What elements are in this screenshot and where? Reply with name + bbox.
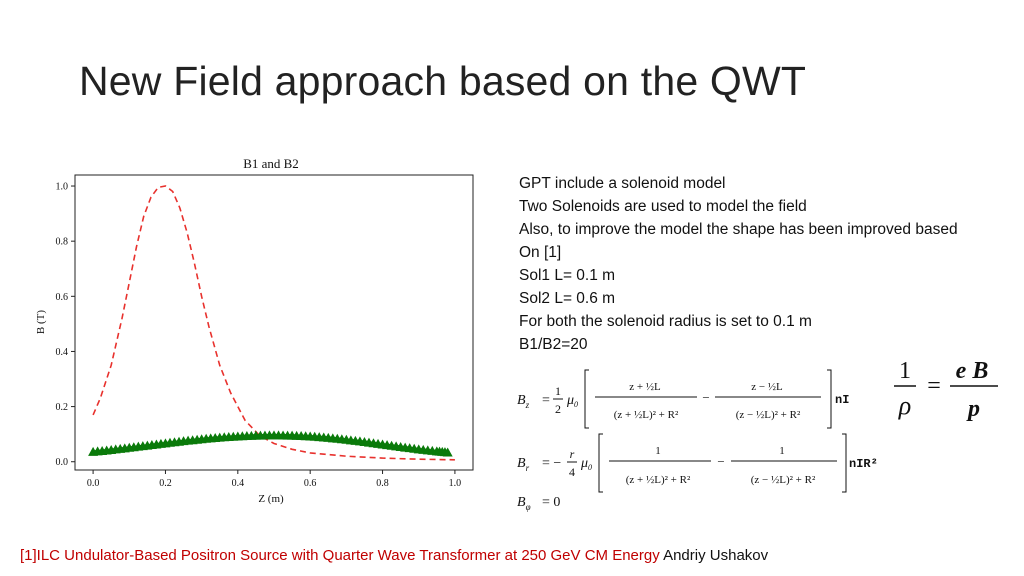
br-mu-sub: 0 [588, 463, 592, 472]
svg-text:μ0: μ0 [580, 456, 592, 472]
rho-numerator: 1 [899, 358, 911, 384]
bz-mu: μ [566, 393, 574, 408]
bz-subscript: z [525, 400, 530, 410]
series-group [88, 185, 455, 461]
br-minus: − [717, 454, 724, 469]
x-tick-label: 1.0 [449, 478, 462, 489]
series-marker-b2 [336, 434, 347, 444]
reference-text: [1]ILC Undulator-Based Positron Source w… [20, 547, 660, 564]
series-marker-b2 [282, 430, 293, 440]
svg-text:e B: e B [956, 358, 989, 384]
series-marker-b2 [228, 431, 239, 441]
y-tick-label: 0.2 [56, 402, 69, 413]
y-tick-label: 0.8 [56, 237, 69, 248]
rho-symbol: ρ [898, 391, 911, 420]
info-line: For both the solenoid radius is set to 0… [519, 313, 812, 330]
svg-text:=: = [542, 393, 550, 408]
br-mu: μ [580, 456, 588, 471]
y-axis-label: B (T) [35, 310, 47, 334]
x-tick-label: 0.8 [376, 478, 389, 489]
bz-symbol: B [517, 393, 526, 408]
b-field-chart: B1 and B2 0.0 0.2 0.4 0.6 0.8 1.0 0.0 0.2 0.4 0.6… [35, 156, 474, 505]
info-line: Also, to improve the model the shape has… [519, 221, 958, 238]
x-tick-label: 0.4 [232, 478, 245, 489]
info-line: Two Solenoids are used to model the fiel… [519, 198, 807, 215]
info-line: GPT include a solenoid model [519, 175, 726, 192]
curvature-equation: 1 ρ = e B p [894, 358, 998, 422]
series-marker-b2 [137, 441, 148, 451]
br-suffix: nIR² [849, 457, 878, 471]
br-numerator-1: 1 [655, 445, 661, 457]
info-line: Sol1 L= 0.1 m [519, 267, 616, 284]
svg-text:Bz: Bz [517, 393, 530, 410]
br-four: 4 [569, 465, 575, 479]
x-tick-label: 0.2 [159, 478, 172, 489]
chart-title: B1 and B2 [243, 156, 299, 171]
bphi-symbol: B [517, 495, 526, 510]
y-tick-label: 1.0 [56, 182, 69, 193]
br-subscript: r [526, 463, 530, 473]
series-marker-b2 [246, 430, 257, 440]
series-marker-b2 [192, 434, 203, 444]
axis-ticks: 0.0 0.2 0.4 0.6 0.8 1.0 0.0 0.2 0.4 0.6 0.8 1.0 [56, 182, 462, 489]
series-marker-b2 [427, 445, 438, 455]
series-marker-b2 [155, 438, 166, 448]
bz-denominator-2: (z − ½L)² + R² [736, 409, 801, 421]
bz-minus: − [702, 390, 709, 405]
momentum-symbol: p [966, 396, 980, 422]
bphi-rhs: = 0 [542, 495, 560, 510]
bz-numerator-2: z − ½L [751, 381, 783, 393]
y-tick-label: 0.0 [56, 457, 69, 468]
x-tick-label: 0.6 [304, 478, 317, 489]
series-line-b1 [92, 185, 455, 461]
series-marker-b2 [264, 430, 275, 440]
bz-mu-sub: 0 [574, 400, 578, 409]
equation-bz: Bz = 1 2 μ0 z + ½L (z + ½L)² + R² − z − … [517, 369, 849, 429]
series-marker-b2 [174, 436, 185, 446]
reference-author: Andriy Ushakov [663, 547, 769, 564]
series-marker-b2 [439, 447, 450, 457]
info-line: B1/B2=20 [519, 336, 588, 353]
x-tick-label: 0.0 [87, 478, 100, 489]
footer-reference: [1]ILC Undulator-Based Positron Source w… [20, 547, 768, 564]
info-line: Sol2 L= 0.6 m [519, 290, 616, 307]
info-line: On [1] [519, 244, 562, 261]
bz-suffix: nI [835, 393, 849, 407]
br-symbol: B [517, 456, 526, 471]
rho-equals: = [927, 373, 941, 399]
bz-numerator-1: z + ½L [629, 381, 661, 393]
series-marker-b2 [391, 441, 402, 451]
series-marker-b2 [210, 432, 221, 442]
br-denominator-2: (z − ½L)² + R² [751, 474, 816, 486]
svg-text:μ0: μ0 [566, 393, 578, 409]
equation-bphi: Bφ = 0 [517, 495, 560, 512]
br-denominator-1: (z + ½L)² + R² [626, 474, 691, 486]
br-r: r [570, 447, 575, 461]
series-marker-b2 [354, 436, 365, 446]
br-numerator-2: 1 [779, 445, 785, 457]
y-tick-label: 0.4 [56, 347, 69, 358]
series-marker-b2 [373, 438, 384, 448]
equation-br: Br = − r 4 μ0 1 (z + ½L)² + R² − 1 (z − … [517, 433, 878, 493]
series-marker-b2 [119, 443, 130, 453]
field-equations: Bz = 1 2 μ0 z + ½L (z + ½L)² + R² − z − … [517, 369, 878, 512]
bz-denominator-1: (z + ½L)² + R² [614, 409, 679, 421]
svg-text:Br: Br [517, 456, 530, 473]
plot-frame [74, 174, 474, 471]
charge-symbol: e [956, 358, 967, 384]
bz-one: 1 [555, 384, 561, 398]
series-marker-b2 [409, 443, 420, 453]
slide-title: New Field approach based on the QWT [79, 58, 807, 104]
svg-text:Bφ: Bφ [517, 495, 531, 512]
x-axis-label: Z (m) [258, 493, 284, 505]
bphi-subscript: φ [526, 502, 531, 512]
series-marker-b2 [318, 432, 329, 442]
series-marker-b2 [300, 431, 311, 441]
y-tick-label: 0.6 [56, 292, 69, 303]
info-text: GPT include a solenoid model Two Solenoi… [519, 172, 958, 356]
svg-text:= −: = − [542, 456, 561, 471]
series-marker-b2 [101, 445, 112, 455]
bz-two: 2 [555, 402, 561, 416]
field-symbol: B [971, 358, 988, 384]
